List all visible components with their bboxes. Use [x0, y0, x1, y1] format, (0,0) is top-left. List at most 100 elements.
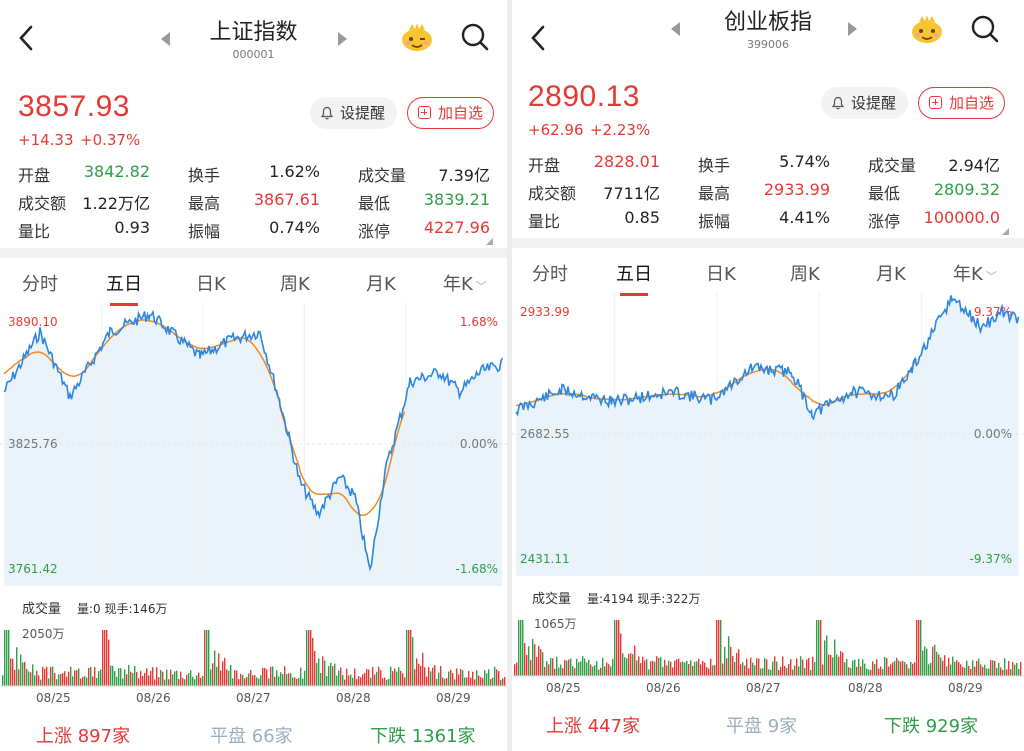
- volume-bar: [976, 660, 978, 676]
- volume-bar: [652, 660, 654, 676]
- volume-bar: [390, 666, 392, 686]
- volume-bar: [142, 675, 144, 686]
- tab-five-day[interactable]: 五日: [106, 270, 142, 306]
- volume-bar: [948, 657, 950, 676]
- tab-daily-k[interactable]: 日K: [196, 270, 226, 296]
- add-watchlist-button[interactable]: 加自选: [407, 97, 495, 129]
- volume-bar: [852, 660, 854, 676]
- volume-bar: [818, 620, 820, 676]
- volume-bar: [562, 668, 564, 676]
- volume-bar: [384, 677, 386, 686]
- five-day-price-chart[interactable]: 3890.10 3825.76 3761.42 1.68% 0.00% -1.6…: [0, 302, 507, 586]
- volume-bar: [610, 666, 612, 676]
- search-icon[interactable]: [460, 22, 490, 52]
- volume-bar: [1004, 658, 1006, 676]
- tab-five-day[interactable]: 五日: [616, 260, 652, 296]
- volume-bar: [172, 674, 174, 686]
- volume-chart[interactable]: 1065万 08/25 08/26 08/27 08/28 08/29: [512, 610, 1024, 700]
- search-icon[interactable]: [970, 14, 1000, 44]
- breadth-flat-count: 9家: [767, 716, 798, 737]
- prev-index-icon[interactable]: [671, 22, 680, 36]
- stat-label: 开盘: [528, 156, 561, 175]
- volume-bar: [764, 657, 766, 676]
- volume-bar: [8, 630, 10, 686]
- volume-bar: [762, 668, 764, 676]
- volume-bar: [830, 654, 832, 676]
- volume-bar: [80, 678, 82, 686]
- volume-bar: [322, 656, 324, 686]
- volume-bar: [24, 661, 26, 686]
- stat-value: 3839.21: [423, 190, 490, 209]
- volume-bar: [736, 653, 738, 676]
- set-alert-button[interactable]: 设提醒: [821, 87, 909, 119]
- volume-bar: [106, 630, 108, 686]
- tab-monthly-k[interactable]: 月K: [876, 260, 906, 286]
- tab-intraday[interactable]: 分时: [532, 260, 568, 286]
- volume-bar: [922, 650, 924, 676]
- volume-bar: [808, 657, 810, 676]
- volume-bar: [978, 658, 980, 676]
- volume-bar: [194, 679, 196, 686]
- volume-bar: [882, 669, 884, 676]
- volume-bar: [970, 669, 972, 676]
- tab-label: 年K: [443, 274, 473, 295]
- volume-bar: [88, 668, 90, 686]
- volume-bar: [648, 669, 650, 676]
- volume-bar: [200, 677, 202, 686]
- volume-bar: [1008, 660, 1010, 676]
- volume-bar: [944, 655, 946, 676]
- back-icon[interactable]: [530, 24, 546, 58]
- volume-chart[interactable]: 2050万 08/25 08/26 08/27 08/28 08/29: [0, 620, 507, 710]
- volume-bar: [358, 676, 360, 686]
- price-line: [515, 295, 1020, 421]
- volume-bar: [868, 669, 870, 676]
- volume-bar: [918, 620, 920, 676]
- volume-bar: [154, 679, 156, 686]
- mascot-icon[interactable]: [400, 22, 434, 52]
- volume-bar: [68, 671, 70, 686]
- volume-bar: [374, 674, 376, 686]
- expand-corner-icon[interactable]: [486, 238, 493, 245]
- volume-bar: [224, 657, 226, 686]
- add-watchlist-button[interactable]: 加自选: [918, 87, 1006, 119]
- tab-label: 日K: [706, 264, 736, 285]
- set-alert-button[interactable]: 设提醒: [310, 97, 398, 129]
- plus-icon: [929, 96, 942, 109]
- volume-bar: [288, 673, 290, 686]
- mascot-icon[interactable]: [910, 14, 944, 44]
- volume-bar: [336, 675, 338, 686]
- tab-weekly-k[interactable]: 周K: [790, 260, 820, 286]
- volume-bar: [960, 664, 962, 676]
- volume-bar: [84, 676, 86, 686]
- next-index-icon[interactable]: [338, 32, 347, 46]
- stat-value: 2809.32: [933, 180, 1000, 199]
- volume-bar: [772, 661, 774, 676]
- tab-yearly-k[interactable]: 年K ﹀: [443, 270, 487, 296]
- volume-bar: [260, 675, 262, 686]
- next-index-icon[interactable]: [848, 22, 857, 36]
- expand-corner-icon[interactable]: [1002, 228, 1009, 235]
- back-icon[interactable]: [18, 24, 34, 58]
- tab-intraday[interactable]: 分时: [22, 270, 58, 296]
- volume-bar: [394, 668, 396, 686]
- volume-bar: [526, 654, 528, 676]
- volume-bar: [542, 652, 544, 676]
- volume-bar: [982, 667, 984, 676]
- five-day-price-chart[interactable]: 2933.99 2682.55 2431.11 9.37% 0.00% -9.3…: [512, 292, 1024, 576]
- volume-bar: [616, 620, 618, 676]
- volume-bar: [418, 663, 420, 686]
- tab-monthly-k[interactable]: 月K: [366, 270, 396, 296]
- tab-daily-k[interactable]: 日K: [706, 260, 736, 286]
- date-label: 08/28: [848, 681, 883, 695]
- volume-bar: [64, 671, 66, 686]
- tab-yearly-k[interactable]: 年K ﹀: [953, 260, 997, 286]
- volume-bar: [272, 666, 274, 686]
- volume-bar: [750, 657, 752, 676]
- volume-bar: [912, 663, 914, 676]
- volume-bar: [666, 665, 668, 676]
- tab-weekly-k[interactable]: 周K: [280, 270, 310, 296]
- prev-index-icon[interactable]: [161, 32, 170, 46]
- volume-bar: [146, 668, 148, 686]
- volume-bar: [504, 677, 506, 686]
- volume-bar: [180, 671, 182, 686]
